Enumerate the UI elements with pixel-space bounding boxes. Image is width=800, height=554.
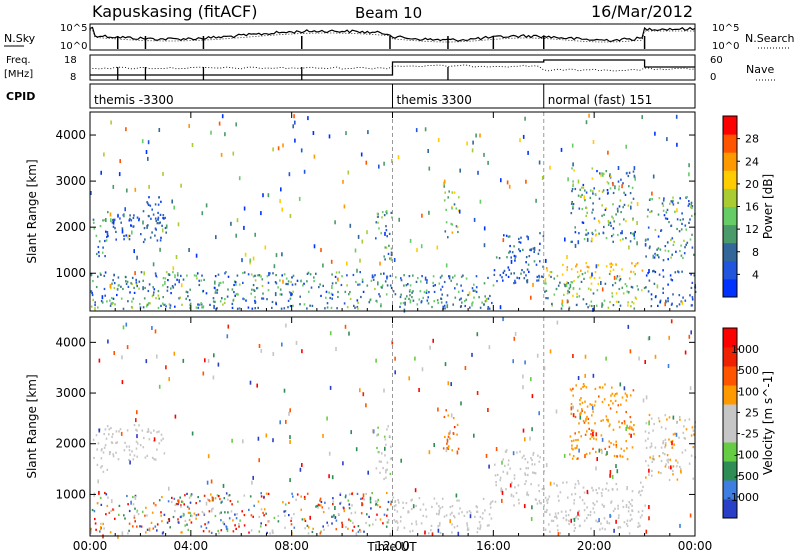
cpid-panel: CPID themis -3300 themis 3300 normal (fast… (6, 83, 696, 109)
freq-nave-panel: Freq. [MHz] 18 8 60 0 Nave (4, 54, 776, 83)
colorbar-swatch-0-3 (723, 224, 737, 244)
colorbar-tick-0-0: 28 (745, 133, 759, 146)
colorbar-swatch-0-7 (723, 152, 737, 171)
nsky-label: N.Sky (4, 32, 36, 45)
colorbar-swatch-0-4 (723, 206, 737, 226)
y-tick-label-0-1: 2000 (55, 220, 86, 234)
noise-panel: N.Sky 10^5 10^0 10^5 10^0 N.Search (4, 23, 795, 52)
colorbar-label-1: Velocity [m s^-1] (761, 371, 775, 475)
noise-tick-right-top: 10^5 (712, 23, 739, 34)
colorbar-swatch-0-6 (723, 170, 737, 189)
colorbar-tick-0-1: 24 (745, 155, 759, 168)
colorbar-swatch-0-0 (723, 278, 737, 298)
colorbar-swatch-1-8 (723, 347, 737, 367)
y-tick-label-1-0: 1000 (55, 487, 86, 501)
noise-tick-left-top: 10^5 (60, 23, 87, 34)
colorbar-swatch-1-0 (723, 499, 737, 519)
colorbar-swatch-0-1 (723, 260, 737, 280)
colorbar-tick-1-3: 25 (745, 406, 759, 419)
colorbar-tick-0-3: 16 (745, 201, 759, 214)
freq-tick-bottom: 8 (70, 72, 76, 83)
colorbar-tick-0-4: 12 (745, 223, 759, 236)
colorbar-tick-1-1: 500 (738, 364, 759, 377)
x-tick-label-2: 08:00 (274, 539, 309, 553)
colorbar-tick-0-2: 20 (745, 178, 759, 191)
y-tick-label-0-2: 3000 (55, 174, 86, 188)
colorbar-swatch-1-3 (723, 442, 737, 462)
freq-tick-top: 18 (64, 55, 77, 66)
freq-unit: [MHz] (4, 69, 33, 80)
nave-label: Nave (746, 63, 774, 76)
y-axis-label-0: Slant Range [km] (25, 159, 39, 263)
freq-label: Freq. (6, 55, 31, 66)
plot-area-1 (90, 317, 695, 536)
colorbar-swatch-1-4 (723, 423, 737, 443)
x-tick-label-3: 12:00 (375, 539, 410, 553)
cpid-segment-label-2: normal (fast) 151 (548, 93, 652, 107)
x-axis-label: Time UT (366, 540, 417, 554)
nave-tick-bottom: 0 (710, 72, 716, 83)
power-rti-panel: 1000 2000 3000 4000 Slant Range [km] 28 24 20 16… (25, 111, 775, 313)
y-tick-label-1-1: 2000 (55, 437, 86, 451)
station-title: Kapuskasing (fitACF) (92, 2, 257, 21)
colorbar-swatch-0-2 (723, 242, 737, 262)
colorbar-tick-0-6: 4 (752, 268, 759, 281)
nsearch-label: N.Search (745, 32, 795, 45)
data-cells-1 (90, 317, 696, 539)
colorbar-swatch-0-9 (723, 116, 737, 135)
colorbar-swatch-1-9 (723, 328, 737, 348)
colorbar-tick-1-5: -100 (734, 449, 759, 462)
x-tick-label-5: 20:00 (577, 539, 612, 553)
colorbar-tick-0-5: 8 (752, 246, 759, 259)
y-axis-label-1: Slant Range [km] (25, 374, 39, 478)
beam-label: Beam 10 (355, 4, 422, 22)
x-tick-label-1: 04:00 (174, 539, 209, 553)
colorbar-tick-1-4: -25 (741, 428, 759, 441)
colorbar-tick-1-2: 100 (738, 385, 759, 398)
colorbar-swatch-1-1 (723, 480, 737, 500)
colorbar-swatch-1-7 (723, 366, 737, 386)
x-tick-label-6: 00:00 (678, 539, 713, 553)
noise-tick-right-bottom: 10^0 (712, 41, 739, 52)
x-tick-label-0: 00:00 (73, 539, 108, 553)
data-cells-0 (90, 113, 697, 313)
colorbar-label-0: Power [dB] (761, 174, 775, 239)
x-tick-label-4: 16:00 (476, 539, 511, 553)
colorbar-swatch-1-2 (723, 461, 737, 481)
y-tick-label-0-3: 4000 (55, 128, 86, 142)
cpid-segment-label-1: themis 3300 (397, 93, 472, 107)
colorbar-tick-1-7: -1000 (727, 491, 759, 504)
nave-tick-top: 60 (710, 55, 723, 66)
colorbar-swatch-0-5 (723, 188, 737, 207)
nsky-trace (89, 26, 696, 42)
colorbar-tick-1-6: -500 (734, 470, 759, 483)
colorbar-swatch-0-8 (723, 134, 737, 153)
frequency-trace (90, 59, 695, 76)
y-tick-label-0-0: 1000 (55, 266, 86, 280)
colorbar-tick-1-0: 1000 (731, 343, 759, 356)
velocity-rti-panel: 1000 2000 3000 4000 00:00 04:00 08:00 12:00 16:0… (25, 316, 775, 553)
date-label: 16/Mar/2012 (591, 2, 693, 21)
colorbar-swatch-1-6 (723, 385, 737, 405)
y-tick-label-1-2: 3000 (55, 386, 86, 400)
y-tick-label-1-3: 4000 (55, 335, 86, 349)
colorbar-frame-1 (722, 327, 738, 519)
cpid-segment-label-0: themis -3300 (94, 93, 174, 107)
noise-tick-left-bottom: 10^0 (60, 41, 87, 52)
colorbar-swatch-1-5 (723, 404, 737, 424)
cpid-label: CPID (6, 90, 35, 103)
